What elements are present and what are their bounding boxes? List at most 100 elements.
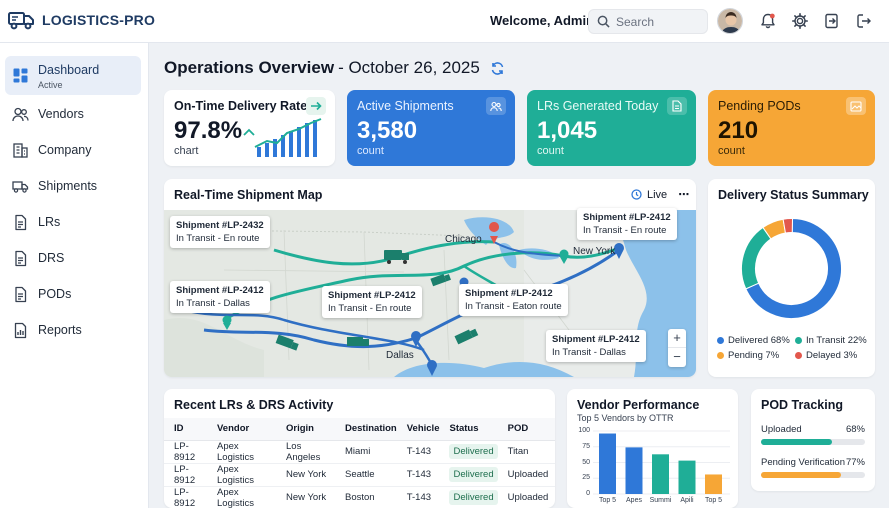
users-icon <box>12 107 29 121</box>
kpi-value: 210 <box>718 117 759 144</box>
arrow-right-icon[interactable] <box>306 97 326 115</box>
cell-id: LP-8912 <box>164 440 207 464</box>
y-tick-label: 50 <box>582 458 590 466</box>
delivery-status-panel: Delivery Status Summary Delivered 68% In… <box>708 179 875 377</box>
pod-uploaded-label: Uploaded <box>761 424 802 435</box>
column-header[interactable]: Origin <box>276 418 335 441</box>
table-row[interactable]: LP-8912 Apex Logistics New York Boston T-143… <box>164 486 555 508</box>
truck-logo-icon <box>8 12 34 30</box>
legend-delivered: Delivered 68% <box>717 335 790 346</box>
y-tick-label: 25 <box>582 474 590 482</box>
x-tick-label: Top 5 <box>704 497 723 504</box>
kpi-card-on-time[interactable]: On-Time Delivery Rate 97.8% chart <box>164 90 335 166</box>
column-header[interactable]: ID <box>164 418 207 441</box>
refresh-icon[interactable] <box>490 61 505 76</box>
pod-uploaded-pct: 68% <box>845 424 865 435</box>
vendor-performance-panel: Vendor Performance Top 5 Vendors by OTTR… <box>567 389 738 508</box>
sidebar: Dashboard Active Vendors Company Shipment… <box>0 43 149 508</box>
cell-vendor: Apex Logistics <box>207 486 276 508</box>
gear-icon[interactable] <box>791 12 809 30</box>
logout-icon[interactable] <box>855 12 873 30</box>
document-icon <box>15 250 27 266</box>
shipment-id: Shipment #LP-2412 <box>328 290 416 301</box>
sidebar-item-lrs[interactable]: LRs <box>5 204 141 240</box>
app-logo[interactable]: LOGISTICS-PRO <box>8 10 155 30</box>
shipment-status: In Transit - En route <box>328 303 412 314</box>
shipment-status: In Transit - Dallas <box>552 347 626 358</box>
vendor-bar-chart: 100 75 50 25 0 Top 5 Apes Summi Apili Top 5 <box>567 425 738 508</box>
shipment-id: Shipment #LP-2412 <box>552 334 640 345</box>
kpi-label: LRs Generated Today <box>537 99 659 113</box>
map-canvas[interactable]: Chicago New York Dallas Shipment #LP-243… <box>164 208 696 377</box>
column-header[interactable]: Status <box>439 418 498 441</box>
vendor-bar[interactable] <box>625 447 643 494</box>
table-row[interactable]: LP-8912 Apex Logistics Los Angeles Miami T-1… <box>164 440 555 464</box>
kpi-value: 3,580 <box>357 117 418 144</box>
y-tick-label: 100 <box>578 427 590 434</box>
column-header[interactable]: Destination <box>335 418 397 441</box>
shipment-map-panel: Real-Time Shipment Map Live ⋯ <box>164 179 696 377</box>
pod-tracking-title: POD Tracking <box>761 398 843 412</box>
donut-slice-delivered[interactable] <box>745 217 842 319</box>
column-header[interactable]: Vehicle <box>396 418 440 441</box>
column-header[interactable]: Vendor <box>207 418 276 441</box>
truck-marker <box>275 334 299 351</box>
shipment-id: Shipment #LP-2412 <box>465 288 553 299</box>
shipment-callout[interactable]: Shipment #LP-2412 In Transit - Dallas <box>170 281 270 313</box>
cell-pod: Uploaded <box>497 486 555 508</box>
cell-destination: Boston <box>335 486 397 508</box>
x-tick-label: Apes <box>626 497 642 504</box>
sidebar-item-drs[interactable]: DRS <box>5 240 141 276</box>
vendor-bar[interactable] <box>705 474 722 494</box>
cell-destination: Miami <box>335 440 397 464</box>
shipment-callout[interactable]: Shipment #LP-2432 In Transit - En route <box>170 216 270 248</box>
shipment-callout[interactable]: Shipment #LP-2412 In Transit - Dallas <box>546 330 646 362</box>
vendor-bar[interactable] <box>599 433 616 494</box>
login-icon[interactable] <box>823 12 841 30</box>
zoom-in-button[interactable]: + <box>668 329 686 348</box>
vendor-bar[interactable] <box>652 454 669 494</box>
kpi-card-pending-pods[interactable]: Pending PODs 210 count <box>708 90 875 166</box>
column-header[interactable]: POD <box>497 418 555 441</box>
page-date: - October 26, 2025 <box>338 58 480 77</box>
sidebar-item-shipments[interactable]: Shipments <box>5 168 141 204</box>
kpi-card-lrs-generated[interactable]: LRs Generated Today 1,045 count <box>527 90 696 166</box>
donut-slice-delayed[interactable] <box>782 218 794 234</box>
search-input[interactable]: Search <box>588 9 708 34</box>
pod-pending-pct: 77% <box>845 457 865 468</box>
status-badge: Delivered <box>449 467 498 482</box>
avatar[interactable] <box>717 8 743 34</box>
vendor-bar[interactable] <box>678 460 696 494</box>
document-icon <box>667 97 687 115</box>
zoom-out-button[interactable]: − <box>673 349 681 364</box>
kpi-value: 97.8% <box>174 117 243 144</box>
sidebar-item-dashboard[interactable]: Dashboard Active <box>5 56 141 95</box>
sidebar-item-reports[interactable]: Reports <box>5 312 141 348</box>
live-toggle[interactable]: Live ⋯ <box>627 185 691 204</box>
kpi-label: Active Shipments <box>357 99 454 113</box>
cell-pod: Titan <box>497 440 555 464</box>
truck-icon <box>12 180 29 193</box>
kpi-card-active-shipments[interactable]: Active Shipments 3,580 count <box>347 90 515 166</box>
donut-slice-in-transit[interactable] <box>741 226 772 290</box>
more-icon[interactable]: ⋯ <box>678 189 691 201</box>
kpi-value: 1,045 <box>537 117 598 144</box>
delivery-status-title: Delivery Status Summary <box>718 188 869 202</box>
sidebar-item-pods[interactable]: PODs <box>5 276 141 312</box>
x-tick-label: Apili <box>680 497 694 504</box>
sidebar-item-vendors[interactable]: Vendors <box>5 96 141 132</box>
users-icon <box>486 97 506 115</box>
map-pin <box>614 243 624 259</box>
shipment-callout[interactable]: Shipment #LP-2412 In Transit - En route <box>577 208 677 240</box>
city-label: Chicago <box>445 234 482 245</box>
shipment-callout[interactable]: Shipment #LP-2412 In Transit - En route <box>322 286 422 318</box>
pod-pending-progress <box>761 472 865 478</box>
pod-pending-label: Pending Verification <box>761 457 845 468</box>
dashboard-icon <box>13 68 28 83</box>
kpi-unit: count <box>718 145 745 157</box>
sidebar-item-company[interactable]: Company <box>5 132 141 168</box>
table-row[interactable]: LP-8912 Apex Logistics New York Seattle T-14… <box>164 463 555 487</box>
bell-icon[interactable] <box>759 12 777 30</box>
recent-activity-panel: Recent LRs & DRS Activity ID Vendor Orig… <box>164 389 555 508</box>
shipment-callout[interactable]: Shipment #LP-2412 In Transit - Eaton rout… <box>459 284 568 316</box>
